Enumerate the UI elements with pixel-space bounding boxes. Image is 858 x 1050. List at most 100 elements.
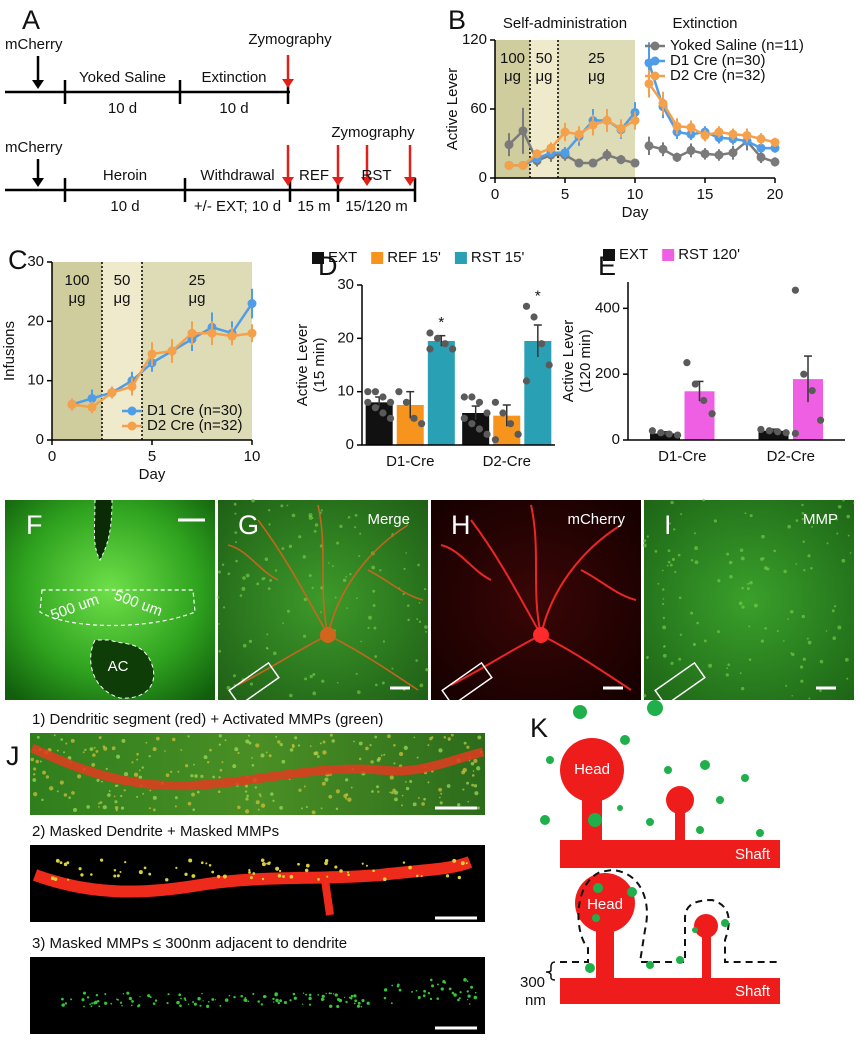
mmp-signal: [105, 767, 108, 770]
mmp-signal: [200, 774, 204, 778]
injection-label: mCherry: [5, 36, 63, 53]
arrow-head: [361, 177, 373, 186]
x-tick-label: 10: [244, 448, 261, 465]
speckle: [801, 614, 806, 619]
mmp-signal: [398, 751, 404, 757]
y-tick-label: 0: [346, 436, 354, 453]
legend-label: RST 15': [471, 249, 525, 266]
neuron-soma: [320, 627, 336, 643]
data-point: [728, 148, 738, 158]
mmp-signal: [370, 760, 374, 764]
masked-mmp: [415, 874, 419, 878]
individual-point: [499, 409, 507, 417]
speckle: [405, 519, 409, 523]
mmp-dot: [593, 883, 603, 893]
data-point: [756, 143, 766, 153]
mmp-signal: [193, 763, 195, 766]
mmp-signal: [59, 780, 64, 785]
mmp-signal: [350, 786, 353, 789]
adjacent-mmp: [336, 997, 341, 1002]
speckle: [372, 604, 376, 607]
adjacent-mmp: [431, 984, 435, 988]
speckle: [790, 609, 794, 614]
speckle: [372, 589, 376, 593]
speckle: [308, 515, 313, 520]
masked-mmp: [63, 862, 68, 867]
speckle: [662, 625, 667, 630]
dendrite: [30, 743, 485, 791]
masked-mmp: [59, 861, 63, 865]
masked-mmp: [99, 858, 104, 862]
adjacent-mmp: [275, 999, 279, 1003]
masked-mmp: [261, 862, 266, 867]
mmp-signal: [380, 754, 383, 757]
mmp-signal: [113, 795, 116, 798]
individual-point: [379, 409, 387, 417]
speckle: [368, 615, 372, 620]
data-point: [227, 331, 237, 341]
legend-label: EXT: [328, 249, 357, 266]
adjacent-mmp: [308, 996, 312, 1001]
data-point: [546, 143, 556, 153]
mmp-signal: [353, 740, 355, 743]
speckle: [819, 689, 822, 693]
mmp-signal: [99, 801, 103, 804]
individual-point: [449, 345, 457, 353]
bar: [365, 402, 393, 445]
adjacent-mmp: [279, 999, 283, 1003]
mmp-signal: [244, 784, 249, 788]
masked-mmp: [317, 878, 320, 881]
speckle: [334, 596, 337, 599]
adjacent-mmp: [467, 994, 471, 998]
mmp-signal: [42, 770, 47, 775]
phase-label: Extinction: [672, 15, 737, 32]
speckle: [646, 535, 649, 538]
neuron-process: [530, 504, 542, 636]
speckle: [415, 659, 418, 662]
legend-marker: [650, 56, 660, 66]
mmp-signal: [413, 736, 416, 739]
speckle: [803, 569, 806, 572]
data-point: [588, 158, 598, 168]
adjacent-mmp: [277, 1001, 281, 1005]
speckle: [354, 513, 358, 517]
adjacent-mmp: [86, 996, 90, 999]
mmp-dot: [676, 956, 684, 964]
mmp-dot: [692, 927, 698, 933]
speckle: [783, 569, 787, 574]
mmp-signal: [48, 786, 54, 791]
speckle: [782, 640, 785, 642]
data-point: [87, 402, 97, 412]
speckle: [717, 630, 720, 634]
mmp-signal: [103, 746, 108, 751]
adjacent-mmp: [184, 999, 187, 1002]
mmp-signal: [218, 734, 222, 738]
adjacent-mmp: [192, 1000, 195, 1003]
y-tick-label: 10: [337, 383, 354, 400]
mmp-signal: [35, 759, 40, 764]
speckle: [773, 549, 777, 553]
mmp-signal: [145, 741, 148, 744]
mmp-signal: [427, 744, 430, 747]
adjacent-mmp: [91, 1002, 94, 1005]
adjacent-mmp: [427, 992, 431, 995]
masked-mmp: [55, 858, 60, 863]
mmp-signal: [423, 797, 426, 801]
individual-point: [371, 388, 379, 396]
adjacent-mmp: [193, 1002, 197, 1006]
speckle: [309, 674, 313, 679]
data-point: [247, 299, 257, 309]
mmp-dot: [592, 914, 600, 922]
speckle: [381, 681, 385, 685]
speckle: [673, 528, 676, 531]
masked-mmp: [305, 863, 310, 868]
adjacent-mmp: [252, 992, 255, 996]
adjacent-mmp: [320, 997, 325, 1001]
adjacent-mmp: [90, 1005, 93, 1008]
data-point: [616, 124, 626, 134]
mmp-signal: [56, 749, 59, 752]
dose-unit: μg: [189, 290, 206, 307]
legend-marker: [127, 406, 137, 416]
speckle: [819, 659, 824, 664]
mmp-signal: [180, 748, 183, 751]
